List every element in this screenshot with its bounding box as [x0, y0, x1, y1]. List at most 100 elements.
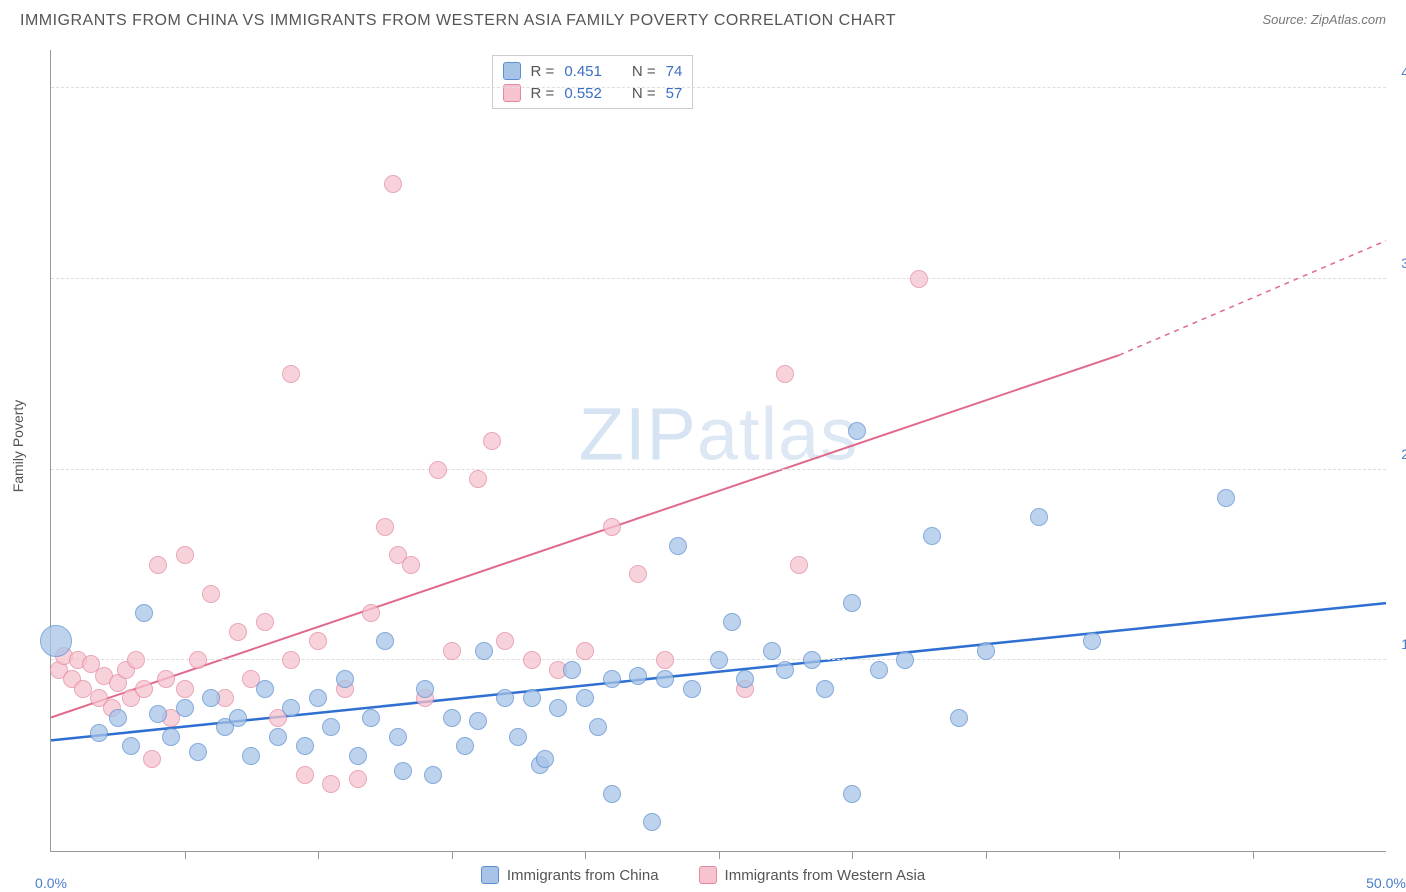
legend-label: Immigrants from China	[507, 867, 659, 884]
data-point	[402, 556, 420, 574]
data-point	[629, 667, 647, 685]
data-point	[656, 651, 674, 669]
data-point	[322, 775, 340, 793]
data-point	[127, 651, 145, 669]
data-point	[475, 642, 493, 660]
trendline	[1119, 241, 1386, 355]
data-point	[202, 585, 220, 603]
data-point	[816, 680, 834, 698]
data-point	[309, 689, 327, 707]
data-point	[282, 365, 300, 383]
x-tick	[1119, 851, 1120, 859]
legend: Immigrants from China Immigrants from Wes…	[0, 866, 1406, 884]
data-point	[157, 670, 175, 688]
data-point	[74, 680, 92, 698]
data-point	[362, 709, 380, 727]
data-point	[416, 680, 434, 698]
data-point	[843, 594, 861, 612]
swatch-icon	[481, 866, 499, 884]
gridline	[51, 469, 1386, 470]
data-point	[603, 785, 621, 803]
data-point	[923, 527, 941, 545]
data-point	[803, 651, 821, 669]
data-point	[710, 651, 728, 669]
data-point	[456, 737, 474, 755]
n-label: N =	[632, 63, 656, 80]
data-point	[349, 770, 367, 788]
x-tick	[719, 851, 720, 859]
data-point	[269, 728, 287, 746]
x-tick	[1253, 851, 1254, 859]
data-point	[362, 604, 380, 622]
gridline	[51, 87, 1386, 88]
data-point	[1030, 508, 1048, 526]
data-point	[469, 712, 487, 730]
x-tick	[318, 851, 319, 859]
data-point	[394, 762, 412, 780]
data-point	[549, 699, 567, 717]
data-point	[483, 432, 501, 450]
n-value: 74	[666, 63, 683, 80]
data-point	[523, 689, 541, 707]
x-tick	[585, 851, 586, 859]
data-point	[176, 680, 194, 698]
data-point	[135, 604, 153, 622]
data-point	[40, 625, 72, 657]
data-point	[309, 632, 327, 650]
data-point	[683, 680, 701, 698]
data-point	[910, 270, 928, 288]
data-point	[896, 651, 914, 669]
legend-item: Immigrants from Western Asia	[699, 866, 926, 884]
x-tick	[452, 851, 453, 859]
data-point	[576, 642, 594, 660]
data-point	[776, 365, 794, 383]
data-point	[843, 785, 861, 803]
data-point	[256, 680, 274, 698]
data-point	[202, 689, 220, 707]
data-point	[143, 750, 161, 768]
data-point	[443, 709, 461, 727]
data-point	[523, 651, 541, 669]
data-point	[776, 661, 794, 679]
swatch-icon	[699, 866, 717, 884]
source-attribution: Source: ZipAtlas.com	[1262, 12, 1386, 27]
data-point	[496, 689, 514, 707]
data-point	[176, 546, 194, 564]
r-label: R =	[531, 63, 555, 80]
data-point	[536, 750, 554, 768]
data-point	[282, 651, 300, 669]
data-point	[496, 632, 514, 650]
data-point	[576, 689, 594, 707]
data-point	[376, 632, 394, 650]
plot-region: ZIPatlas R =0.451N =74R =0.552N =57 10.0…	[50, 50, 1386, 852]
data-point	[296, 766, 314, 784]
trendline	[51, 355, 1119, 717]
data-point	[336, 670, 354, 688]
data-point	[149, 705, 167, 723]
data-point	[176, 699, 194, 717]
data-point	[135, 680, 153, 698]
trendlines-svg	[51, 50, 1386, 851]
y-tick-label: 20.0%	[1401, 446, 1406, 462]
data-point	[669, 537, 687, 555]
data-point	[763, 642, 781, 660]
data-point	[603, 518, 621, 536]
data-point	[189, 651, 207, 669]
data-point	[189, 743, 207, 761]
source-name: ZipAtlas.com	[1311, 12, 1386, 27]
data-point	[589, 718, 607, 736]
stats-row: R = 0.451 N = 74	[503, 60, 683, 82]
data-point	[469, 470, 487, 488]
data-point	[256, 613, 274, 631]
data-point	[242, 747, 260, 765]
swatch-icon	[503, 62, 521, 80]
r-value: 0.451	[564, 63, 602, 80]
data-point	[376, 518, 394, 536]
data-point	[296, 737, 314, 755]
data-point	[443, 642, 461, 660]
data-point	[736, 670, 754, 688]
data-point	[90, 724, 108, 742]
y-tick-label: 10.0%	[1401, 636, 1406, 652]
data-point	[509, 728, 527, 746]
y-axis-title: Family Poverty	[10, 400, 26, 493]
